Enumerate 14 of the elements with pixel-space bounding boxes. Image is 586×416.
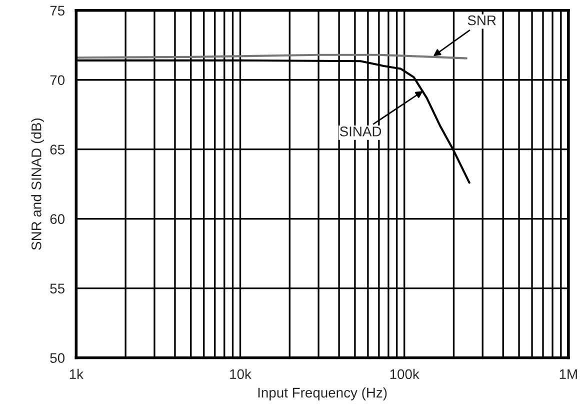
y-tick-label: 60 <box>50 214 65 224</box>
x-tick-label: 10k <box>230 368 252 380</box>
annotation: SINAD <box>340 126 382 136</box>
x-tick-label: 1M <box>560 369 577 379</box>
y-tick-label: 75 <box>50 6 64 16</box>
y-tick-label: 50 <box>50 353 65 363</box>
y-axis-title: SNR and SINAD (dB) <box>31 118 44 250</box>
x-axis-title: Input Frequency (Hz) <box>258 387 387 400</box>
annotation: SNR <box>468 15 496 26</box>
y-tick-label: 55 <box>50 284 64 294</box>
y-tick-label: 70 <box>50 75 65 86</box>
x-tick-label: 100k <box>390 368 420 380</box>
y-tick-label: 65 <box>50 144 64 155</box>
x-tick-label: 1k <box>70 368 84 379</box>
